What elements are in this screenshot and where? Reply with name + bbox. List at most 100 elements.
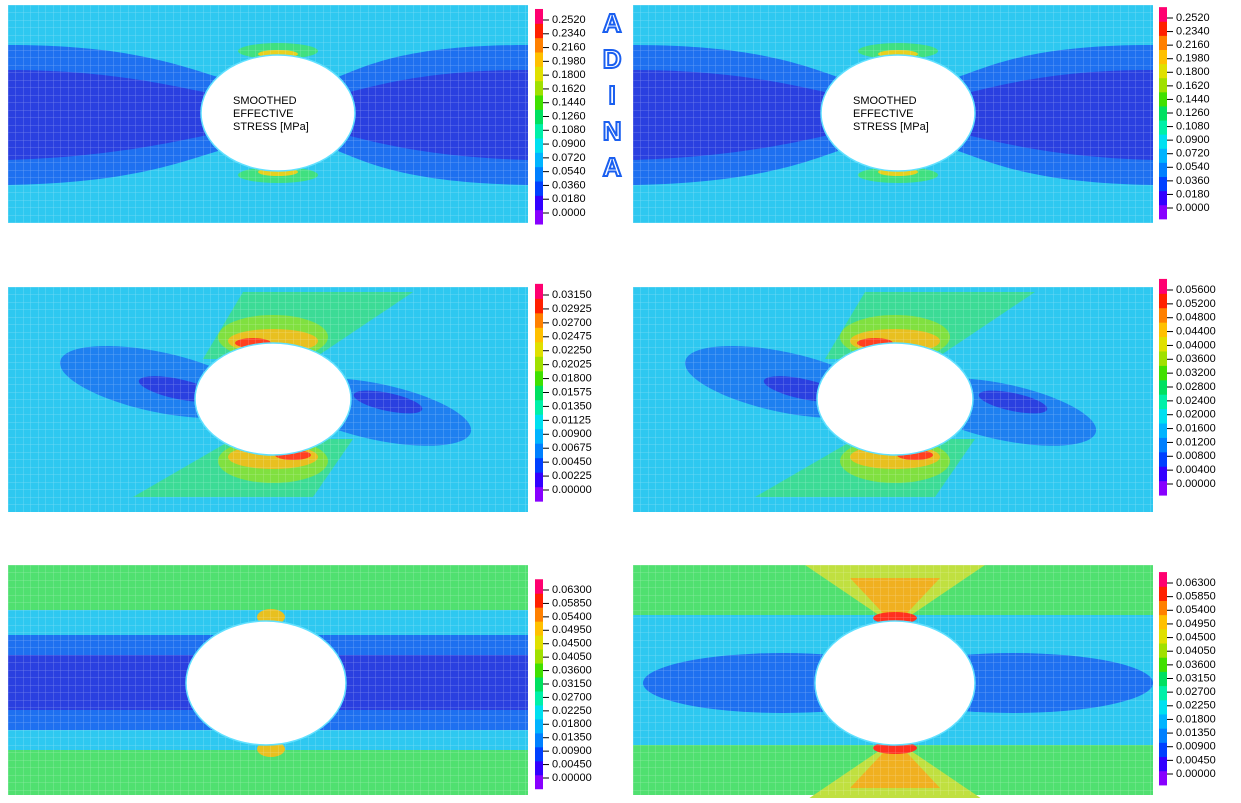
colorbar-segment bbox=[1159, 35, 1167, 50]
colorbar-segment bbox=[535, 747, 543, 761]
colorbar-label: 0.03150 bbox=[552, 678, 592, 690]
colorbar-segment bbox=[1159, 308, 1167, 323]
colorbar-label: 0.02800 bbox=[1176, 381, 1216, 393]
colorbar-label: 0.01800 bbox=[552, 718, 592, 730]
colorbar-label: 0.01600 bbox=[1176, 422, 1216, 434]
colorbar-segment bbox=[1159, 177, 1167, 192]
colorbar-label: 0.01350 bbox=[1176, 727, 1216, 739]
colorbar-label: 0.2520 bbox=[552, 14, 586, 26]
hole bbox=[815, 621, 975, 745]
colorbar-label: 0.1080 bbox=[552, 124, 586, 136]
colorbar-label: 0.05850 bbox=[552, 597, 592, 609]
colorbar-label: 0.1980 bbox=[1176, 53, 1210, 65]
colorbar-label: 0.00450 bbox=[552, 456, 592, 468]
colorbar-segment bbox=[1159, 600, 1167, 615]
colorbar-segment bbox=[1159, 394, 1167, 409]
colorbar-segment bbox=[1159, 409, 1167, 424]
colorbar-label: 0.02250 bbox=[1176, 700, 1216, 712]
colorbar-segment bbox=[1159, 572, 1167, 587]
colorbar-segment bbox=[535, 472, 543, 487]
colorbar-segment bbox=[1159, 162, 1167, 177]
colorbar-segment bbox=[535, 95, 543, 110]
colorbar-label: 0.02475 bbox=[552, 331, 592, 343]
colorbar-segment bbox=[1159, 452, 1167, 467]
colorbar-label: 0.2340 bbox=[1176, 25, 1210, 37]
colorbar-segment bbox=[535, 81, 543, 96]
colorbar-label: 0.0540 bbox=[1176, 161, 1210, 173]
colorbar-label: 0.00900 bbox=[552, 745, 592, 757]
colorbar-segment bbox=[535, 109, 543, 124]
page: SMOOTHEDEFFECTIVESTRESS [MPa]0.25200.234… bbox=[0, 0, 1241, 798]
colorbar-label: 0.1800 bbox=[552, 69, 586, 81]
colorbar-label: 0.02700 bbox=[552, 691, 592, 703]
colorbar-label: 0.00675 bbox=[552, 442, 592, 454]
colorbar-label: 0.1260 bbox=[552, 110, 586, 122]
colorbar-segment bbox=[1159, 615, 1167, 630]
colorbar-segment bbox=[1159, 293, 1167, 308]
colorbar-segment bbox=[1159, 205, 1167, 220]
plot-label: STRESS [MPa] bbox=[853, 121, 929, 133]
colorbar-label: 0.2520 bbox=[1176, 12, 1210, 24]
colorbar-label: 0.01350 bbox=[552, 400, 592, 412]
colorbar-segment bbox=[1159, 351, 1167, 366]
colorbar-segment bbox=[535, 579, 543, 593]
colorbar-label: 0.04050 bbox=[1176, 645, 1216, 657]
colorbar-label: 0.01800 bbox=[1176, 713, 1216, 725]
colorbar-segment bbox=[535, 607, 543, 621]
colorbar-segment bbox=[1159, 120, 1167, 135]
plot-label: EFFECTIVE bbox=[233, 108, 294, 120]
contour-panel bbox=[633, 565, 1153, 798]
colorbar-segment bbox=[535, 167, 543, 182]
colorbar-label: 0.05850 bbox=[1176, 591, 1216, 603]
colorbar-segment bbox=[1159, 78, 1167, 93]
colorbar-label: 0.02400 bbox=[1176, 395, 1216, 407]
colorbar-label: 0.00400 bbox=[1176, 464, 1216, 476]
colorbar-label: 0.00225 bbox=[552, 470, 592, 482]
colorbar-label: 0.04950 bbox=[552, 624, 592, 636]
colorbar-segment bbox=[1159, 700, 1167, 715]
colorbar-segment bbox=[535, 775, 543, 789]
colorbar-label: 0.1440 bbox=[552, 97, 586, 109]
colorbar-segment bbox=[1159, 686, 1167, 701]
colorbar-label: 0.02025 bbox=[552, 359, 592, 371]
colorbar-segment bbox=[1159, 671, 1167, 686]
colorbar-segment bbox=[1159, 134, 1167, 149]
plot-label: SMOOTHED bbox=[853, 95, 917, 107]
colorbar-segment bbox=[1159, 643, 1167, 658]
colorbar-label: 0.03600 bbox=[1176, 353, 1216, 365]
colorbar-label: 0.00800 bbox=[1176, 450, 1216, 462]
colorbar-label: 0.1980 bbox=[552, 55, 586, 67]
contour-panel bbox=[633, 287, 1153, 512]
colorbar-segment bbox=[535, 152, 543, 167]
colorbar-segment bbox=[1159, 21, 1167, 36]
colorbar-label: 0.00900 bbox=[552, 428, 592, 440]
colorbar-segment bbox=[535, 691, 543, 705]
colorbar-label: 0.04800 bbox=[1176, 312, 1216, 324]
colorbar-label: 0.02250 bbox=[552, 345, 592, 357]
colorbar-label: 0.0360 bbox=[552, 179, 586, 191]
colorbar-label: 0.2340 bbox=[552, 28, 586, 40]
colorbar-label: 0.04500 bbox=[1176, 631, 1216, 643]
contour-panel bbox=[8, 287, 528, 512]
colorbar-segment bbox=[1159, 365, 1167, 380]
plot-label: STRESS [MPa] bbox=[233, 121, 309, 133]
colorbar-segment bbox=[535, 327, 543, 342]
plot-label: EFFECTIVE bbox=[853, 108, 914, 120]
colorbar-label: 0.01575 bbox=[552, 386, 592, 398]
colorbar-segment bbox=[535, 487, 543, 502]
colorbar-segment bbox=[535, 761, 543, 775]
colorbar-label: 0.06300 bbox=[1176, 577, 1216, 589]
colorbar-segment bbox=[535, 356, 543, 371]
colorbar-label: 0.02700 bbox=[552, 317, 592, 329]
colorbar-segment bbox=[1159, 728, 1167, 743]
colorbar-label: 0.03150 bbox=[552, 289, 592, 301]
colorbar-label: 0.03200 bbox=[1176, 367, 1216, 379]
colorbar-label: 0.1620 bbox=[552, 83, 586, 95]
colorbar-segment bbox=[1159, 106, 1167, 121]
colorbar-label: 0.04000 bbox=[1176, 339, 1216, 351]
colorbar-segment bbox=[535, 719, 543, 733]
colorbar-label: 0.00000 bbox=[552, 772, 592, 784]
colorbar-label: 0.05600 bbox=[1176, 284, 1216, 296]
colorbar-label: 0.0720 bbox=[552, 152, 586, 164]
colorbar-label: 0.0900 bbox=[552, 138, 586, 150]
